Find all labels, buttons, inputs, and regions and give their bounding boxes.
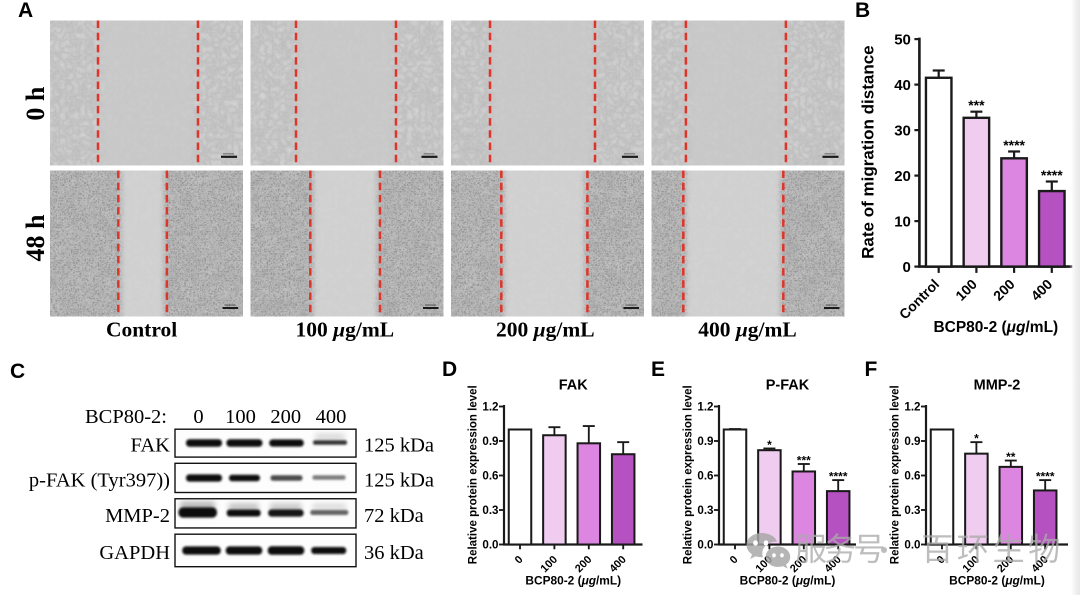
svg-text:GAPDH: GAPDH: [99, 542, 170, 564]
svg-text:48 h: 48 h: [21, 214, 50, 262]
svg-text:F: F: [865, 358, 878, 381]
svg-text:Control: Control: [106, 317, 177, 341]
svg-text:****: ****: [1041, 167, 1063, 183]
svg-text:100 μg/mL: 100 μg/mL: [296, 317, 395, 341]
svg-text:0.9: 0.9: [697, 435, 714, 448]
svg-text:BCP80-2 (μg/mL): BCP80-2 (μg/mL): [949, 573, 1045, 587]
svg-text:*: *: [974, 432, 979, 446]
svg-text:BCP80-2 (μg/mL): BCP80-2 (μg/mL): [525, 573, 621, 587]
svg-text:MMP-2: MMP-2: [105, 505, 170, 527]
svg-text:****: ****: [829, 470, 848, 484]
svg-text:0.0: 0.0: [482, 539, 498, 552]
svg-text:1.2: 1.2: [697, 401, 713, 414]
svg-text:0: 0: [903, 259, 911, 276]
svg-text:Relative protein expression le: Relative protein expression level: [683, 385, 695, 564]
svg-text:*: *: [767, 438, 772, 452]
svg-text:P-FAK: P-FAK: [766, 378, 810, 394]
svg-text:D: D: [442, 358, 457, 381]
svg-text:0.9: 0.9: [904, 435, 921, 448]
svg-text:B: B: [855, 0, 870, 22]
svg-text:E: E: [651, 358, 665, 381]
svg-text:0.6: 0.6: [482, 470, 499, 483]
svg-text:40: 40: [894, 77, 911, 94]
svg-text:36 kDa: 36 kDa: [364, 542, 424, 564]
svg-text:FAK: FAK: [131, 435, 171, 457]
svg-text:0.3: 0.3: [904, 504, 921, 517]
svg-text:0.9: 0.9: [482, 435, 499, 448]
svg-text:10: 10: [894, 214, 911, 231]
svg-text:BCP80-2 (μg/mL): BCP80-2 (μg/mL): [740, 573, 836, 587]
svg-text:30: 30: [894, 123, 911, 140]
svg-text:400: 400: [316, 406, 347, 428]
svg-text:BCP80-2:: BCP80-2:: [85, 406, 167, 428]
svg-text:125 kDa: 125 kDa: [364, 469, 434, 491]
svg-text:****: ****: [1036, 470, 1055, 484]
svg-text:0.6: 0.6: [697, 470, 714, 483]
svg-text:0.3: 0.3: [697, 504, 714, 517]
svg-text:***: ***: [797, 454, 811, 468]
svg-text:125 kDa: 125 kDa: [364, 435, 434, 457]
svg-text:1.2: 1.2: [904, 401, 920, 414]
svg-text:p-FAK (Tyr397)): p-FAK (Tyr397)): [29, 469, 170, 491]
svg-text:100: 100: [225, 406, 256, 428]
svg-text:C: C: [10, 360, 25, 383]
svg-text:400 μg/mL: 400 μg/mL: [698, 317, 797, 341]
svg-text:***: ***: [968, 97, 985, 113]
svg-text:****: ****: [1003, 137, 1025, 153]
svg-text:FAK: FAK: [559, 378, 589, 394]
svg-text:200: 200: [270, 406, 301, 428]
svg-text:0.0: 0.0: [904, 539, 920, 552]
svg-text:0.6: 0.6: [904, 470, 921, 483]
svg-text:72 kDa: 72 kDa: [364, 505, 424, 527]
svg-text:1.2: 1.2: [482, 401, 498, 414]
svg-text:0: 0: [193, 406, 203, 428]
svg-text:Rate of migration distance: Rate of migration distance: [859, 45, 878, 258]
svg-text:0.3: 0.3: [482, 504, 499, 517]
svg-text:Relative protein expression le: Relative protein expression level: [468, 385, 480, 564]
svg-text:50: 50: [894, 32, 911, 49]
svg-text:20: 20: [894, 168, 911, 185]
svg-text:BCP80-2 (μg/mL): BCP80-2 (μg/mL): [933, 319, 1058, 336]
svg-text:Relative protein expression le: Relative protein expression level: [890, 385, 902, 564]
svg-text:MMP-2: MMP-2: [974, 378, 1021, 394]
svg-text:**: **: [1006, 450, 1016, 464]
svg-text:A: A: [18, 0, 33, 22]
svg-text:0 h: 0 h: [21, 86, 50, 121]
svg-text:0.0: 0.0: [697, 539, 713, 552]
svg-text:200 μg/mL: 200 μg/mL: [496, 317, 595, 341]
